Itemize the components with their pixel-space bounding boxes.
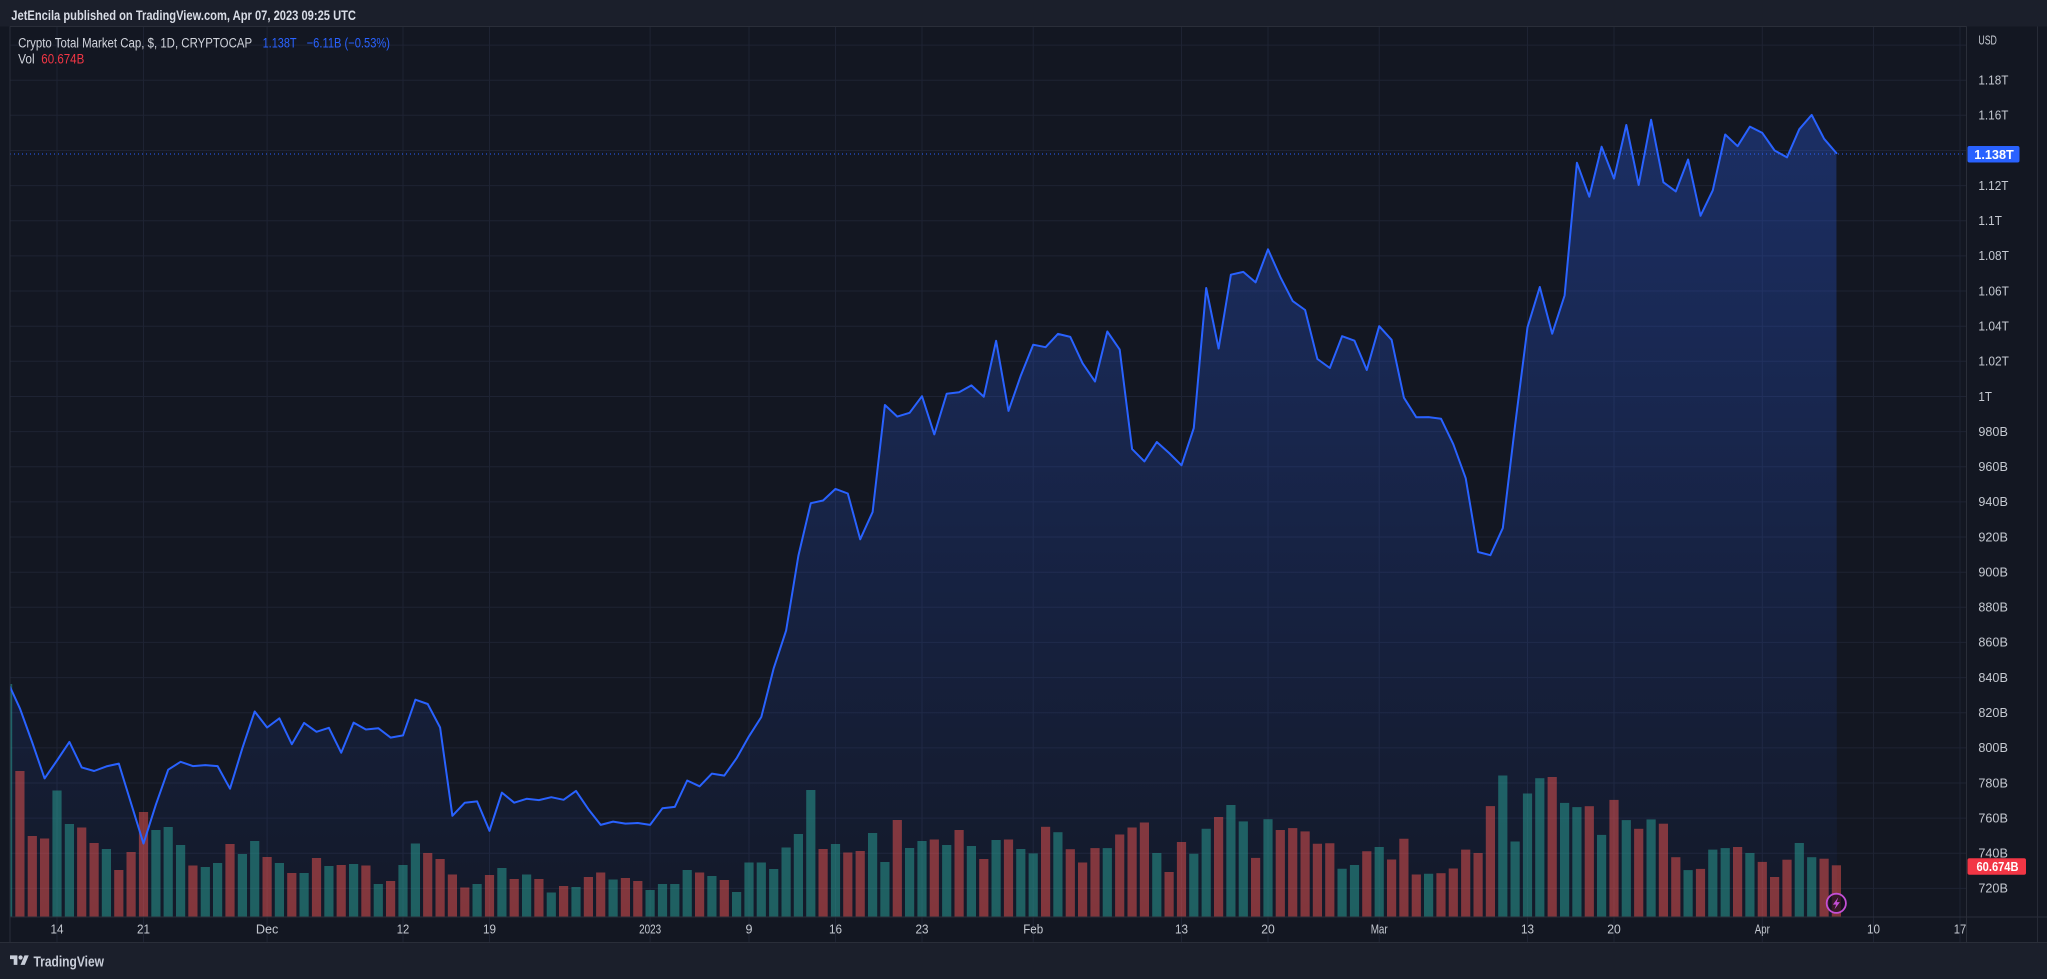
svg-text:60.674B: 60.674B — [41, 51, 84, 66]
svg-text:760B: 760B — [1978, 810, 2008, 825]
svg-text:12: 12 — [397, 922, 410, 937]
svg-text:Dec: Dec — [256, 922, 279, 937]
svg-text:1.04T: 1.04T — [1978, 319, 2009, 334]
svg-text:920B: 920B — [1978, 529, 2008, 544]
svg-text:17: 17 — [1954, 922, 1967, 937]
svg-text:800B: 800B — [1978, 740, 2008, 755]
svg-text:Apr: Apr — [1755, 922, 1770, 937]
svg-text:1T: 1T — [1978, 389, 1992, 404]
svg-text:14: 14 — [51, 922, 64, 937]
svg-text:Feb: Feb — [1023, 922, 1043, 937]
svg-text:980B: 980B — [1978, 424, 2008, 439]
svg-text:860B: 860B — [1978, 635, 2008, 650]
svg-text:10: 10 — [1867, 922, 1880, 937]
svg-text:20: 20 — [1607, 922, 1621, 937]
svg-text:1.16T: 1.16T — [1978, 108, 2008, 123]
svg-text:940B: 940B — [1978, 494, 2008, 509]
svg-text:1.12T: 1.12T — [1978, 178, 2008, 193]
svg-text:USD: USD — [1978, 34, 1997, 48]
svg-text:13: 13 — [1521, 922, 1534, 937]
svg-text:JetEncila published on Trading: JetEncila published on TradingView.com, … — [11, 8, 356, 23]
svg-text:900B: 900B — [1978, 565, 2008, 580]
svg-text:1.138T: 1.138T — [263, 35, 297, 50]
svg-text:1.06T: 1.06T — [1978, 283, 2009, 298]
svg-text:720B: 720B — [1978, 881, 2008, 896]
svg-text:9: 9 — [746, 922, 753, 937]
svg-text:19: 19 — [483, 922, 496, 937]
svg-text:13: 13 — [1175, 922, 1188, 937]
svg-text:880B: 880B — [1978, 600, 2008, 615]
svg-text:780B: 780B — [1978, 775, 2008, 790]
svg-text:2023: 2023 — [639, 922, 661, 937]
svg-text:1.08T: 1.08T — [1978, 248, 2009, 263]
svg-text:960B: 960B — [1978, 459, 2008, 474]
svg-text:1.18T: 1.18T — [1978, 73, 2008, 88]
svg-text:23: 23 — [916, 922, 929, 937]
svg-text:Mar: Mar — [1371, 922, 1389, 937]
svg-text:1.138T: 1.138T — [1974, 147, 2014, 162]
svg-text:1.1T: 1.1T — [1978, 213, 2002, 228]
svg-text:840B: 840B — [1978, 670, 2008, 685]
svg-text:Crypto Total Market Cap, $, 1D: Crypto Total Market Cap, $, 1D, CRYPTOCA… — [18, 35, 252, 50]
svg-text:−6.11B (−0.53%): −6.11B (−0.53%) — [307, 35, 390, 50]
svg-text:Vol: Vol — [18, 51, 34, 66]
svg-text:16: 16 — [829, 922, 842, 937]
svg-text:20: 20 — [1261, 922, 1275, 937]
svg-text:21: 21 — [137, 922, 150, 937]
svg-text:TradingView: TradingView — [34, 954, 105, 971]
svg-text:60.674B: 60.674B — [1977, 859, 2019, 874]
svg-text:820B: 820B — [1978, 705, 2008, 720]
svg-text:1.02T: 1.02T — [1978, 354, 2009, 369]
svg-text:740B: 740B — [1978, 846, 2008, 861]
